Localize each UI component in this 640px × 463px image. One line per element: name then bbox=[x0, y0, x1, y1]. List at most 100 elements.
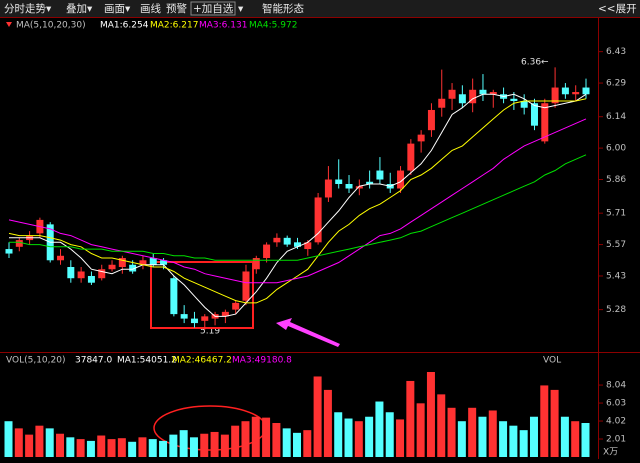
toolbar-item[interactable]: 分时走势▾ bbox=[4, 2, 52, 15]
volume-bar bbox=[97, 435, 106, 457]
low-annotation: 5.19 bbox=[200, 327, 220, 337]
volume-bar bbox=[571, 421, 580, 457]
candle-body bbox=[324, 179, 332, 198]
candle-body bbox=[345, 184, 353, 189]
volume-bar bbox=[457, 421, 466, 457]
y-tick-label: 8.04 bbox=[606, 381, 626, 391]
volume-bar bbox=[138, 437, 147, 457]
volume-bar bbox=[117, 438, 126, 457]
volume-bar bbox=[4, 421, 13, 457]
volume-bar bbox=[45, 428, 54, 457]
toolbar-item[interactable]: ▾ bbox=[238, 3, 244, 15]
volume-bar bbox=[282, 428, 291, 457]
legend-entry: MA2:6.217 bbox=[150, 21, 198, 31]
volume-bar bbox=[107, 439, 116, 457]
volume-bar bbox=[148, 439, 157, 457]
candle-body bbox=[129, 264, 137, 272]
collapse-button[interactable]: <<展开 bbox=[598, 3, 637, 15]
candle-body bbox=[232, 302, 240, 310]
y-tick-label: 6.43 bbox=[606, 47, 626, 57]
y-tick-label: 5.57 bbox=[606, 240, 626, 250]
volume-bar bbox=[303, 430, 312, 457]
volume-bar bbox=[313, 376, 322, 457]
volume-bar bbox=[468, 407, 477, 457]
volume-bar bbox=[262, 417, 271, 457]
candle-body bbox=[263, 244, 271, 259]
candle-body bbox=[201, 316, 209, 321]
volume-bar bbox=[478, 416, 487, 457]
candle-body bbox=[5, 249, 13, 254]
volume-bar bbox=[365, 416, 374, 457]
volume-bar bbox=[499, 421, 508, 457]
volume-corner-label: VOL bbox=[543, 356, 561, 366]
candle-body bbox=[510, 98, 518, 101]
volume-bar bbox=[128, 441, 137, 457]
volume-bar bbox=[560, 416, 569, 457]
candle-body bbox=[376, 170, 384, 180]
toolbar-item[interactable]: 预警 bbox=[166, 2, 187, 15]
legend-entry: MA3:6.131 bbox=[199, 21, 247, 31]
volume-bar bbox=[56, 433, 65, 457]
candle-body bbox=[469, 89, 477, 104]
candle-body bbox=[355, 186, 363, 189]
high-annotation: 6.36← bbox=[521, 58, 549, 68]
legend-entry: MA3:49180.8 bbox=[232, 356, 292, 366]
volume-bar bbox=[540, 385, 549, 457]
candle-body bbox=[98, 269, 106, 279]
candle-body bbox=[438, 98, 446, 108]
candle-body bbox=[335, 179, 343, 184]
ma-line bbox=[9, 154, 587, 261]
volume-bar bbox=[550, 389, 559, 457]
candle-body bbox=[417, 134, 425, 142]
toolbar-item[interactable]: 画面▾ bbox=[104, 3, 131, 15]
volume-bar bbox=[159, 440, 168, 457]
toolbar-item[interactable]: 智能形态 bbox=[262, 2, 304, 15]
volume-bar bbox=[66, 437, 75, 457]
volume-bar bbox=[488, 410, 497, 457]
candle-body bbox=[479, 89, 487, 95]
candle-body bbox=[551, 87, 559, 104]
y-tick-label: 4.02 bbox=[606, 417, 626, 427]
toolbar-item[interactable]: 叠加▾ bbox=[66, 3, 93, 15]
volume-bar bbox=[220, 434, 229, 457]
candle-body bbox=[541, 103, 549, 142]
y-tick-label: 6.14 bbox=[606, 112, 626, 122]
volume-bar bbox=[86, 440, 95, 457]
candle-body bbox=[190, 318, 198, 324]
candle-body bbox=[572, 92, 580, 95]
y-tick-label: 6.00 bbox=[606, 144, 626, 154]
indicator-title: MA(5,10,20,30) bbox=[16, 21, 86, 31]
plot-layer: 6.43 6.29 6.14 6.00 5.86 5.71 5.57 5.43 5.28 2.01… bbox=[4, 21, 626, 457]
ma-line bbox=[8, 98, 587, 304]
candle-body bbox=[561, 87, 569, 95]
toolbar-item[interactable]: +加自选 bbox=[193, 2, 234, 15]
candle-body bbox=[520, 101, 528, 108]
volume-bar bbox=[231, 425, 240, 457]
volume-bar bbox=[375, 401, 384, 457]
candle-body bbox=[15, 240, 23, 247]
volume-bar bbox=[76, 439, 85, 457]
menu-icon[interactable] bbox=[6, 22, 12, 27]
volume-bar bbox=[447, 407, 456, 457]
volume-bar bbox=[529, 416, 538, 457]
volume-bar bbox=[406, 380, 415, 457]
volume-bar bbox=[14, 428, 23, 457]
candle-body bbox=[582, 87, 590, 95]
candle-body bbox=[448, 89, 456, 99]
y-tick-label: 5.86 bbox=[606, 175, 626, 185]
candle-body bbox=[77, 271, 85, 279]
ma-line bbox=[9, 93, 587, 317]
volume-bar bbox=[323, 389, 332, 457]
volume-unit: X万 bbox=[603, 448, 618, 458]
y-tick-label: 6.03 bbox=[606, 399, 626, 409]
candle-body bbox=[314, 197, 322, 243]
y-tick-label: 5.71 bbox=[606, 209, 626, 219]
volume-current: 37847.0 bbox=[75, 356, 112, 366]
candle-body bbox=[489, 92, 497, 95]
legend-entry: MA4:5.972 bbox=[249, 21, 297, 31]
candle-body bbox=[149, 258, 157, 265]
toolbar-item[interactable]: 画线 bbox=[140, 2, 161, 15]
candle-body bbox=[87, 275, 95, 283]
volume-bar bbox=[344, 418, 353, 457]
volume-bar bbox=[169, 434, 178, 457]
